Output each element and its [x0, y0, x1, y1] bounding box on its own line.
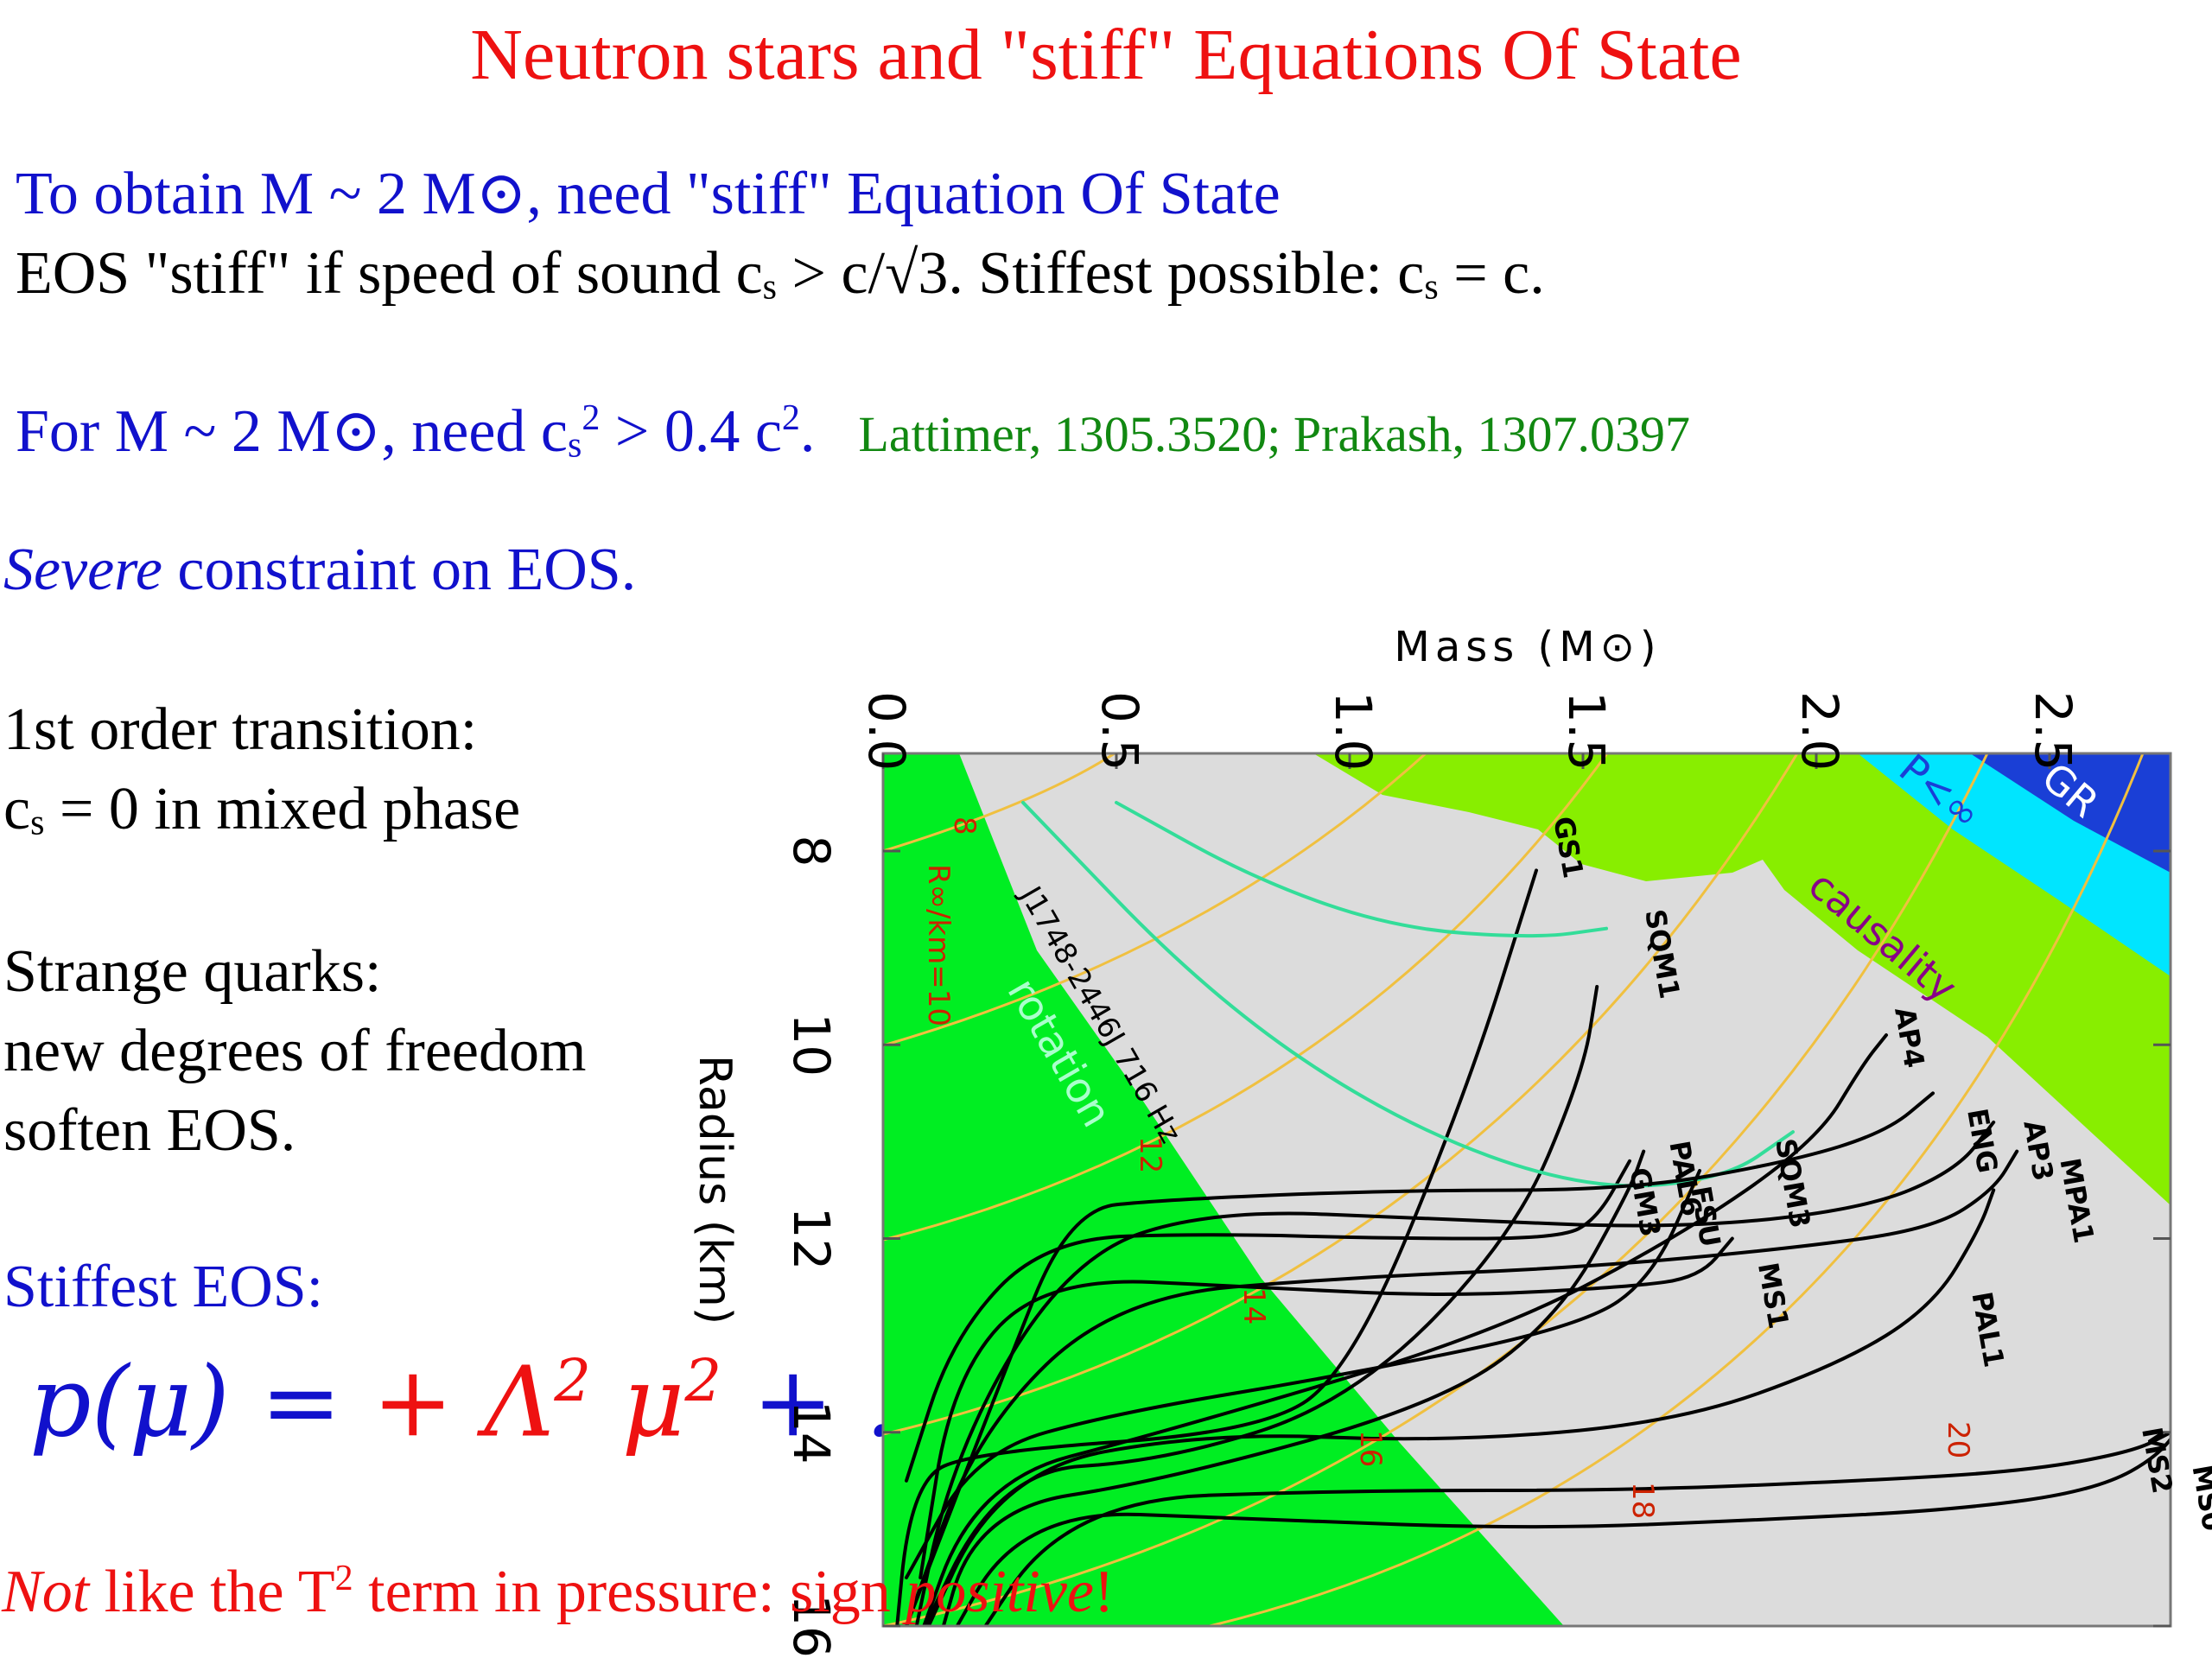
- constraint-line: Severe constraint on EOS.: [3, 540, 636, 600]
- series-sqm1-curve: [1115, 800, 1608, 938]
- rinf-contour: [1209, 753, 2145, 1626]
- subscript: s: [567, 425, 582, 466]
- formula-lhs: p(μ) =: [29, 1346, 372, 1459]
- series-label: MS0: [2186, 1463, 2212, 1534]
- mass-tick-label: 1.0: [1324, 691, 1382, 771]
- solar-mass-symbol: ⊙: [475, 161, 527, 227]
- slide-title: Neutron stars and "stiff" Equations Of S…: [470, 15, 1742, 95]
- text-fragment: like the T: [89, 1559, 335, 1626]
- rinf-value-label: 20: [1941, 1421, 1975, 1458]
- text-fragment: !: [1093, 1559, 1115, 1626]
- text-fragment: , need c: [381, 398, 568, 466]
- series-mpa1-curve: [905, 1149, 2019, 1626]
- series-eng-curve: [905, 1091, 1935, 1626]
- subscript: s: [1424, 267, 1439, 308]
- radius-tick-label: 8: [782, 835, 841, 867]
- rinf-value-label: 14: [1236, 1287, 1271, 1324]
- superscript: 2: [554, 1347, 591, 1414]
- formula-mu: μ: [591, 1346, 685, 1459]
- text-fragment: = c.: [1438, 240, 1545, 307]
- series-gs1-curve: [895, 868, 1538, 1626]
- formula-lambda: + Λ: [372, 1346, 555, 1459]
- subscript: s: [30, 803, 45, 843]
- radius-tick-label: 10: [782, 1013, 841, 1077]
- rinf-value-label: 16: [1353, 1430, 1388, 1467]
- text-fragment: > c/√3. Stiffest possible: c: [777, 240, 1425, 307]
- radius-tick-label: 12: [782, 1207, 841, 1271]
- superscript: 2: [781, 398, 800, 438]
- text-fragment: To obtain M ~ 2 M: [16, 161, 476, 227]
- rinf-value-label: 18: [1625, 1482, 1660, 1519]
- series-ap4-curve: [922, 1033, 1888, 1626]
- rinf-label: R∞/km=10: [921, 864, 956, 1026]
- strange-line-3: soften EOS.: [3, 1097, 296, 1164]
- series-ap3-curve: [914, 1120, 1996, 1626]
- series-ms0-curve: [983, 1430, 2171, 1626]
- reference-citation: Lattimer, 1305.3520; Prakash, 1307.0397: [858, 406, 1690, 463]
- strange-line-1: Strange quarks:: [3, 938, 382, 1005]
- sound-speed-requirement-line: For M ~ 2 M⊙, need cs2 > 0.4 c2. Lattimer…: [16, 400, 1690, 463]
- text-fragment: constraint on EOS.: [162, 537, 637, 603]
- superscript: 2: [684, 1347, 722, 1414]
- text-fragment: , need "stiff" Equation Of State: [526, 161, 1281, 227]
- rinf-contour: [883, 753, 1609, 1242]
- text-fragment: = 0 in mixed phase: [44, 776, 521, 842]
- text-fragment: EOS "stiff" if speed of sound c: [16, 240, 763, 307]
- emphasis: Not: [2, 1559, 90, 1626]
- rinf-value-label: 8: [947, 816, 982, 835]
- series-pal1-curve: [926, 1188, 1996, 1626]
- emphasis: Severe: [3, 537, 162, 603]
- rinf-contour: [883, 753, 1799, 1436]
- series-gm3-curve: [905, 1159, 1631, 1483]
- text-fragment: c: [3, 776, 31, 842]
- stiffness-definition-line: EOS "stiff" if speed of sound cs > c/√3.…: [16, 244, 1545, 308]
- rinf-value-label: 12: [1133, 1136, 1167, 1173]
- transition-line-1: 1st order transition:: [3, 696, 478, 763]
- subscript: s: [762, 267, 778, 308]
- text-fragment: term in pressure: sign: [353, 1559, 906, 1626]
- solar-mass-symbol: ⊙: [330, 398, 382, 466]
- superscript: 2: [582, 398, 601, 438]
- rotation-excluded-region: [883, 753, 1564, 1626]
- rinf-contour: [883, 753, 1116, 853]
- mass-tick-label: 1.5: [1557, 691, 1616, 771]
- text-fragment: .: [799, 398, 816, 466]
- y-axis-label: Radius (km): [689, 1055, 741, 1324]
- mass-requirement-line: To obtain M ~ 2 M⊙, need "stiff" Equatio…: [16, 164, 1281, 225]
- plot-frame: [881, 752, 2172, 1628]
- mass-tick-label: 0.0: [857, 691, 916, 771]
- series-ms2-curve: [955, 1436, 2171, 1626]
- causality-excluded-region: [1313, 753, 2171, 1205]
- mass-tick-label: 2.5: [2024, 691, 2082, 771]
- text-fragment: > 0.4 c: [600, 398, 782, 466]
- pressure-sign-note: Not like the T2 term in pressure: sign p…: [2, 1560, 1114, 1623]
- strange-line-2: new degrees of freedom: [3, 1018, 587, 1084]
- series-pal6-curve: [941, 1149, 1646, 1626]
- text-fragment: For M ~ 2 M: [16, 398, 331, 466]
- radius-tick-label: 14: [782, 1401, 841, 1464]
- mass-tick-label: 0.5: [1090, 691, 1149, 771]
- emphasis: positive: [906, 1559, 1094, 1626]
- rinf-contour: [883, 753, 1427, 1047]
- gr-excluded-region: [1970, 753, 2171, 873]
- transition-line-2: cs = 0 in mixed phase: [3, 776, 521, 843]
- mass-tick-label: 2.0: [1790, 691, 1849, 771]
- x-axis-label: Mass (M⊙): [1394, 623, 1661, 671]
- superscript: 2: [334, 1559, 353, 1598]
- radius-tick-label: 16: [782, 1594, 841, 1658]
- stiffest-eos-heading: Stiffest EOS:: [3, 1254, 324, 1320]
